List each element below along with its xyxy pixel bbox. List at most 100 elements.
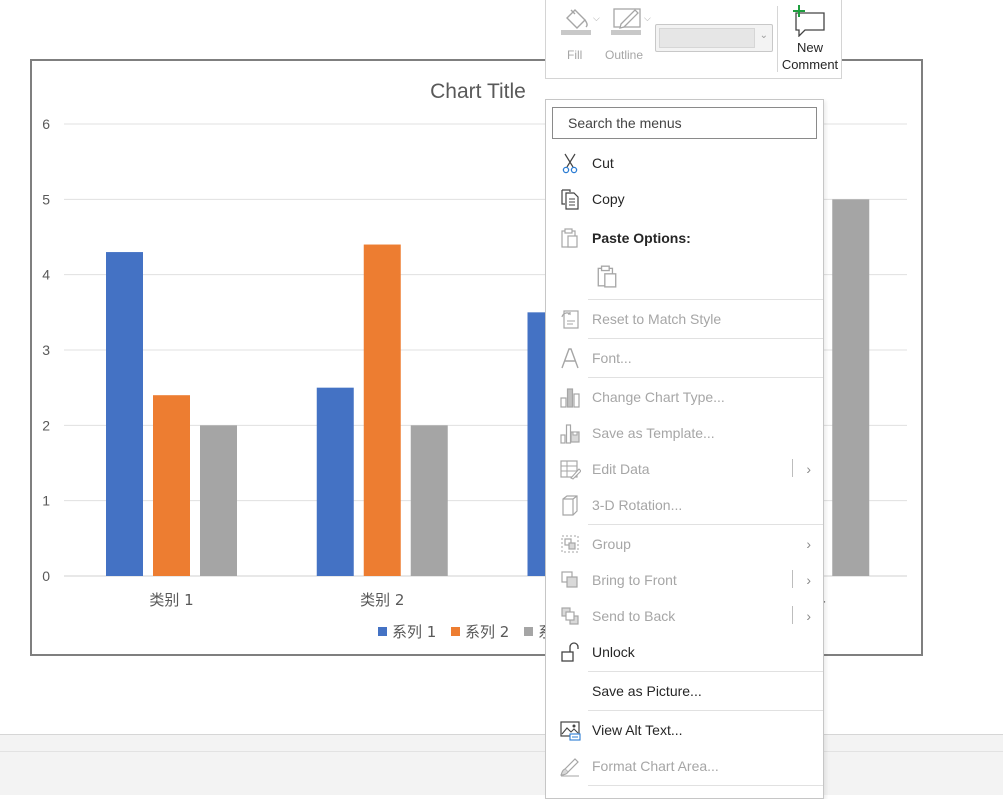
y-tick-label: 3 bbox=[42, 342, 50, 358]
menu-item-font[interactable]: Font... bbox=[546, 341, 823, 375]
bar[interactable] bbox=[316, 387, 354, 576]
menu-item-font-label: Font... bbox=[592, 350, 632, 366]
y-tick-label: 0 bbox=[42, 568, 50, 584]
menu-separator bbox=[588, 338, 823, 339]
legend-swatch bbox=[451, 627, 460, 636]
new-comment-label-line1: New bbox=[796, 40, 823, 55]
menu-item-save-template[interactable]: Save as Template... bbox=[546, 416, 823, 450]
menu-item-save-as-picture-label: Save as Picture... bbox=[592, 683, 702, 699]
mini-toolbar: ⌵ Fill ⌵ Outline ⌄ New Comment bbox=[545, 0, 842, 79]
reset-style-icon bbox=[561, 310, 579, 329]
chevron-down-icon: ⌄ bbox=[759, 30, 768, 41]
submenu-divider bbox=[792, 459, 793, 477]
menu-separator bbox=[588, 785, 823, 786]
menu-item-view-alt-text-label: View Alt Text... bbox=[592, 722, 683, 738]
outline-pen-icon bbox=[611, 8, 641, 35]
chevron-right-icon[interactable]: › bbox=[806, 536, 811, 552]
status-bar bbox=[0, 734, 1003, 795]
menu-separator bbox=[588, 710, 823, 711]
menu-item-3d-rotation[interactable]: 3-D Rotation... bbox=[546, 488, 823, 522]
new-comment-label-line2: Comment bbox=[781, 57, 839, 72]
bar[interactable] bbox=[832, 199, 870, 577]
menu-item-unlock[interactable]: Unlock bbox=[546, 635, 823, 669]
y-tick-label: 4 bbox=[42, 267, 50, 283]
chevron-right-icon[interactable]: › bbox=[806, 572, 811, 588]
paste-picture-icon[interactable] bbox=[595, 264, 619, 288]
y-tick-label: 2 bbox=[42, 417, 50, 433]
menu-item-edit-data-label: Edit Data bbox=[592, 461, 650, 477]
menu-item-format-chart-area-label: Format Chart Area... bbox=[592, 758, 719, 774]
new-comment-label: New Comment bbox=[777, 39, 843, 73]
submenu-divider bbox=[792, 606, 793, 624]
menu-item-save-template-label: Save as Template... bbox=[592, 425, 715, 441]
menu-item-edit-data[interactable]: Edit Data › bbox=[546, 452, 823, 486]
menu-item-paste-options: Paste Options: bbox=[546, 221, 823, 255]
outline-button[interactable]: ⌵ Outline bbox=[605, 0, 654, 62]
table-edit-icon bbox=[560, 460, 581, 480]
fill-bucket-icon bbox=[561, 9, 591, 35]
menu-item-bring-to-front[interactable]: Bring to Front › bbox=[546, 563, 823, 597]
outline-caret-icon[interactable]: ⌵ bbox=[644, 13, 651, 23]
menu-separator bbox=[588, 377, 823, 378]
copy-icon bbox=[561, 189, 579, 210]
unlock-icon bbox=[561, 642, 579, 662]
bar[interactable] bbox=[200, 425, 237, 576]
bar[interactable] bbox=[410, 425, 448, 576]
shape-style-preview bbox=[659, 28, 755, 48]
legend-label[interactable]: 系列 2 bbox=[465, 623, 509, 641]
send-back-icon bbox=[561, 607, 579, 625]
menu-item-send-to-back[interactable]: Send to Back › bbox=[546, 599, 823, 633]
menu-item-bring-to-front-label: Bring to Front bbox=[592, 572, 677, 588]
menu-separator bbox=[588, 299, 823, 300]
menu-item-group[interactable]: Group › bbox=[546, 527, 823, 561]
font-icon bbox=[561, 348, 579, 369]
menu-item-format-chart-area[interactable]: Format Chart Area... bbox=[546, 749, 823, 783]
legend-label[interactable]: 系列 1 bbox=[392, 623, 436, 641]
y-tick-label: 6 bbox=[42, 116, 50, 132]
y-tick-label: 5 bbox=[42, 191, 50, 207]
y-tick-label: 1 bbox=[42, 493, 50, 509]
chart-title[interactable]: Chart Title bbox=[430, 80, 526, 103]
menu-item-change-chart-type[interactable]: Change Chart Type... bbox=[546, 380, 823, 414]
scissors-icon bbox=[562, 153, 578, 174]
menu-item-copy[interactable]: Copy bbox=[546, 182, 823, 216]
menu-item-3d-rotation-label: 3-D Rotation... bbox=[592, 497, 683, 513]
fill-label: Fill bbox=[567, 48, 583, 62]
toolbar-divider bbox=[777, 6, 778, 72]
clipboard-icon bbox=[561, 228, 578, 248]
format-brush-icon bbox=[560, 758, 579, 777]
menu-item-group-label: Group bbox=[592, 536, 631, 552]
bar[interactable] bbox=[106, 252, 143, 577]
bar[interactable] bbox=[153, 395, 190, 576]
submenu-divider bbox=[792, 570, 793, 588]
search-menus-input[interactable] bbox=[552, 107, 817, 139]
bar[interactable] bbox=[363, 244, 401, 577]
menu-separator bbox=[588, 524, 823, 525]
new-comment-icon bbox=[793, 5, 825, 37]
menu-item-reset-style[interactable]: Reset to Match Style bbox=[546, 302, 823, 336]
menu-item-cut-label: Cut bbox=[592, 155, 614, 171]
new-comment-button[interactable]: New Comment bbox=[777, 0, 843, 79]
outline-label: Outline bbox=[605, 48, 644, 62]
group-icon bbox=[561, 535, 579, 553]
menu-item-change-chart-type-label: Change Chart Type... bbox=[592, 389, 725, 405]
menu-item-save-as-picture[interactable]: Save as Picture... bbox=[546, 674, 823, 708]
fill-button[interactable]: ⌵ Fill bbox=[556, 0, 601, 62]
chevron-right-icon[interactable]: › bbox=[806, 461, 811, 477]
context-menu: Cut Copy Paste Options: Reset to Match S… bbox=[545, 99, 824, 799]
menu-item-copy-label: Copy bbox=[592, 191, 625, 207]
x-tick-label: 类别 2 bbox=[360, 591, 404, 609]
fill-caret-icon[interactable]: ⌵ bbox=[593, 13, 600, 23]
x-tick-label: 类别 1 bbox=[149, 591, 193, 609]
bring-front-icon bbox=[561, 571, 578, 588]
menu-item-unlock-label: Unlock bbox=[592, 644, 635, 660]
chevron-right-icon[interactable]: › bbox=[806, 608, 811, 624]
menu-item-cut[interactable]: Cut bbox=[546, 146, 823, 180]
menu-item-send-to-back-label: Send to Back bbox=[592, 608, 676, 624]
bar-chart-icon bbox=[560, 388, 580, 408]
legend-swatch bbox=[524, 627, 533, 636]
cube-icon bbox=[562, 495, 578, 516]
shape-style-dropdown[interactable]: ⌄ bbox=[655, 24, 773, 52]
menu-item-view-alt-text[interactable]: View Alt Text... bbox=[546, 713, 823, 747]
legend-swatch bbox=[378, 627, 387, 636]
